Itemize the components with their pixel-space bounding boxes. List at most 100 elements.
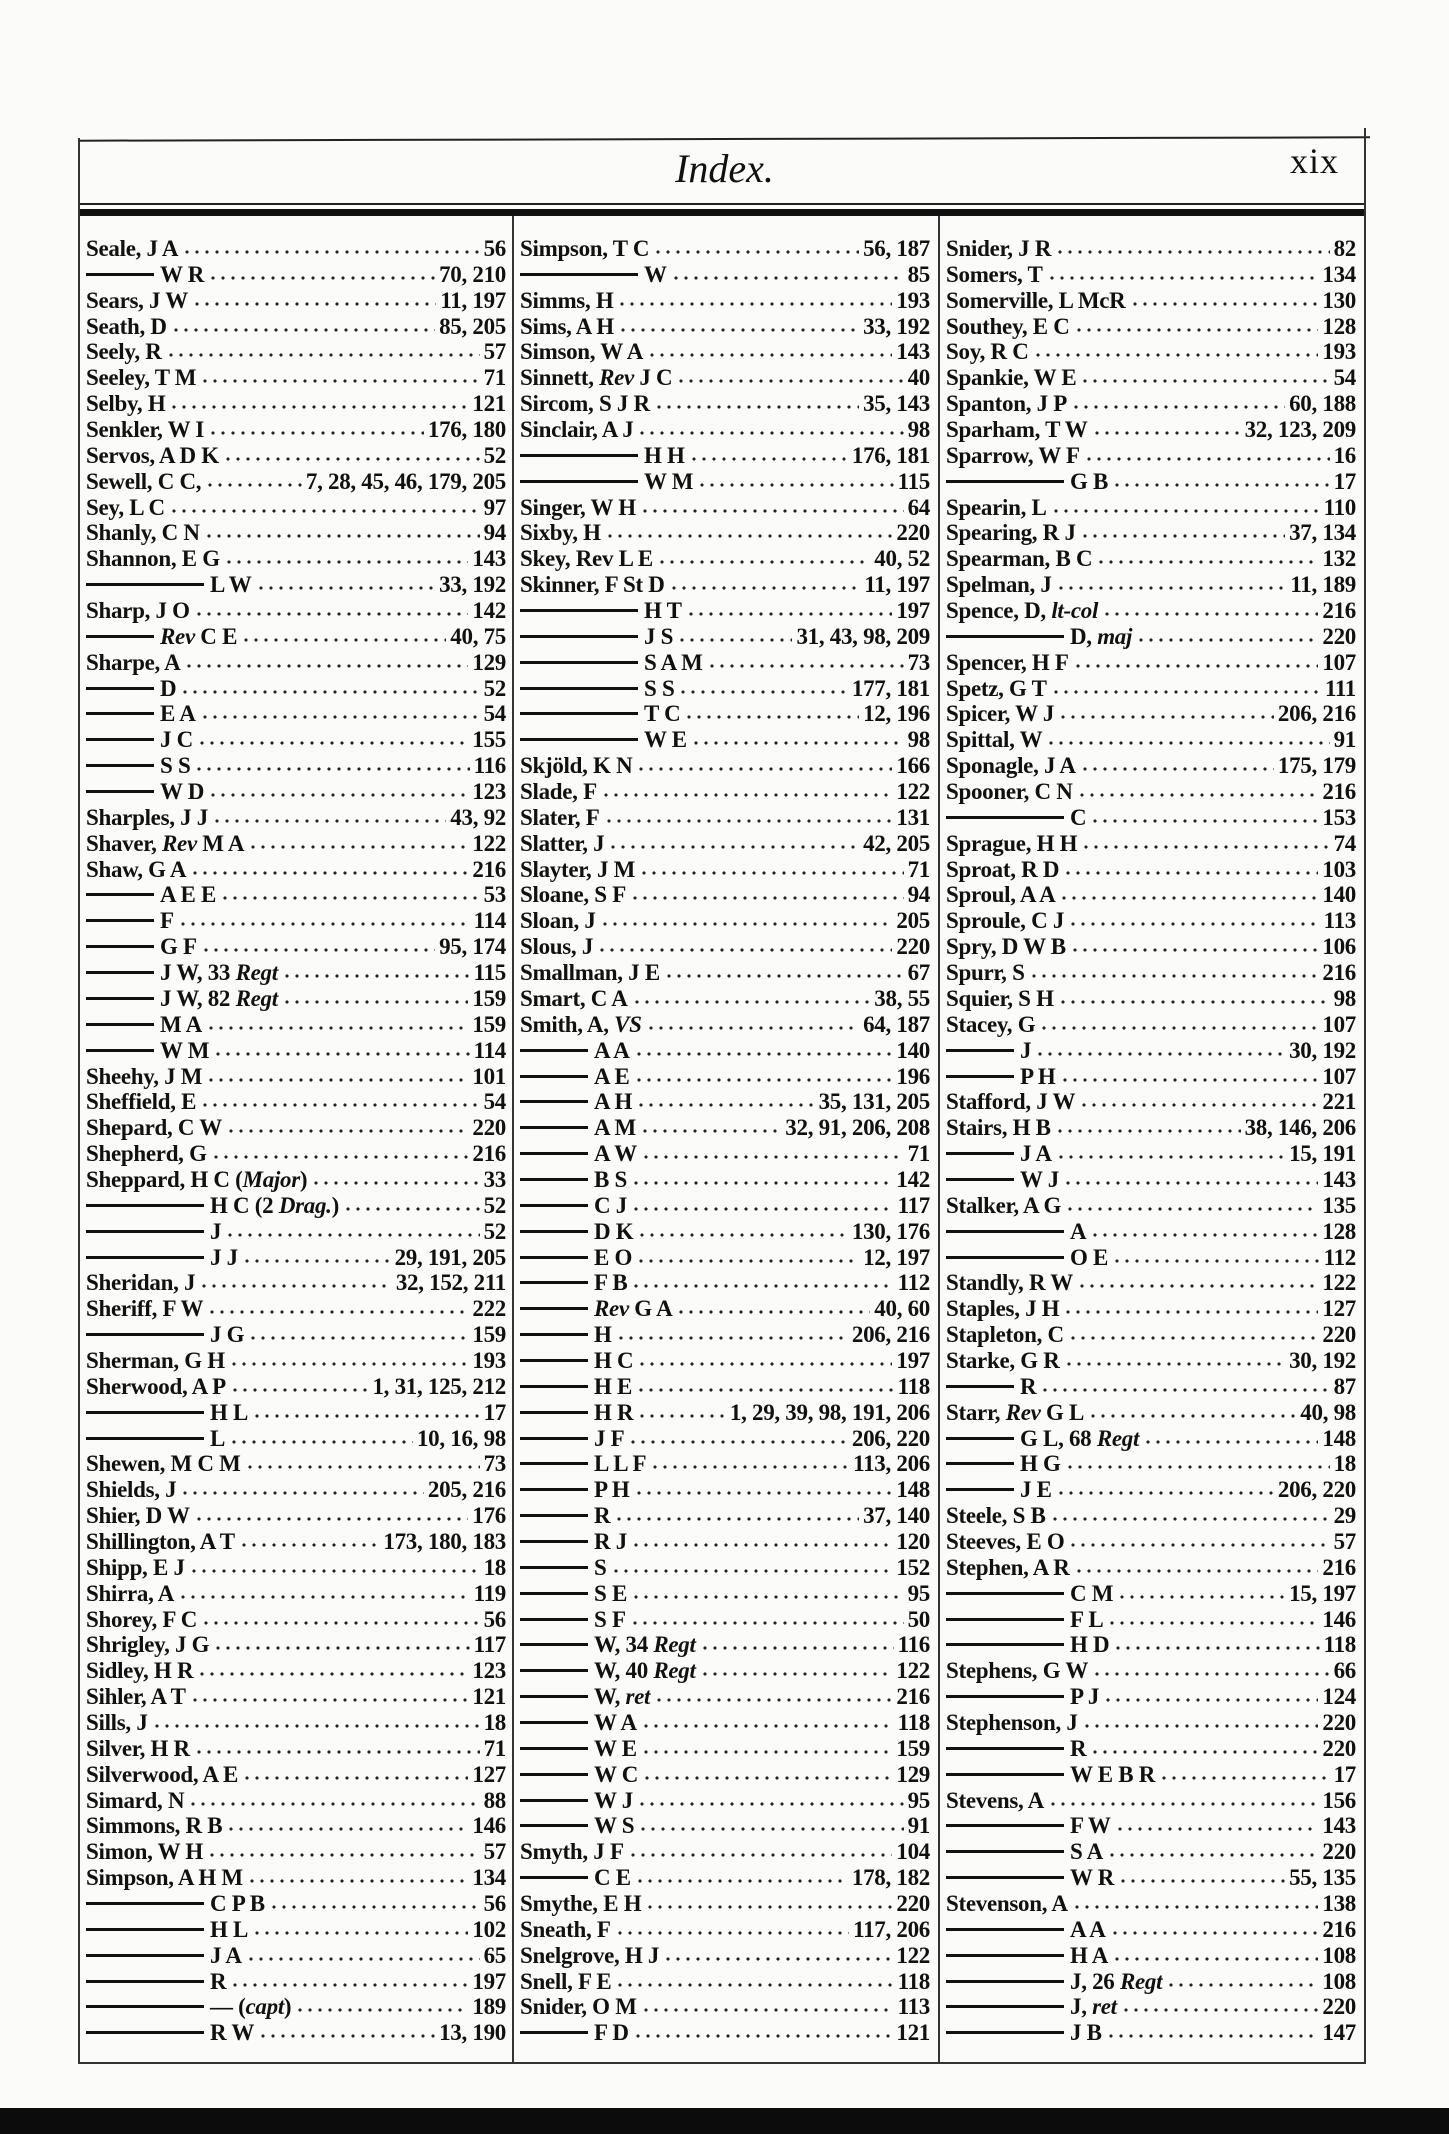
index-entry: H E 118: [520, 1374, 930, 1399]
repeat-name-dash: [520, 1591, 588, 1595]
index-entry: Shirra, A 119: [86, 1581, 506, 1606]
entry-name: W, 34 Regt: [594, 1632, 696, 1657]
entry-name: Sihler, A T: [86, 1684, 186, 1710]
index-entry: Sims, A H 33, 192: [520, 314, 930, 339]
index-entry: Slatter, J 42, 205: [520, 831, 930, 856]
entry-pages: 71: [907, 856, 931, 882]
index-entry: Seely, R 57: [86, 339, 506, 364]
entry-pages: 216: [896, 1684, 930, 1710]
dot-leader: [192, 299, 437, 308]
dot-leader: [1050, 506, 1320, 515]
dot-leader: [604, 532, 893, 541]
dot-leader: [1047, 1799, 1319, 1808]
index-entry: Sixby, H 220: [520, 520, 930, 545]
entry-name: Slade, F: [520, 779, 597, 805]
dot-leader: [1114, 1825, 1319, 1834]
index-entry: Snider, O M 113: [520, 1994, 930, 2019]
index-entry: J 52: [86, 1219, 506, 1244]
entry-pages: 88: [483, 1787, 507, 1813]
repeat-name-dash: [946, 1772, 1064, 1776]
entry-name: Spearman, B C: [946, 546, 1093, 572]
entry-name: Squier, S H: [946, 985, 1054, 1011]
dot-leader: [688, 454, 848, 463]
entry-name-part: D,: [1070, 623, 1098, 649]
entry-name: F B: [594, 1270, 628, 1296]
entry-name-part: Spence, D,: [946, 598, 1052, 624]
index-entry: W E B R 17: [946, 1762, 1356, 1787]
index-entry: Snell, F E 118: [520, 1969, 930, 1994]
dot-leader: [663, 972, 904, 981]
entry-pages: 220: [896, 1891, 930, 1916]
entry-pages: 114: [473, 1037, 507, 1063]
dot-leader: [241, 635, 447, 644]
index-entry: Steeves, E O 57: [946, 1529, 1356, 1554]
entry-name: Sherman, G H: [86, 1347, 225, 1373]
index-entry: Spry, D W B 106: [946, 934, 1356, 959]
dot-leader: [252, 1411, 480, 1420]
dot-leader: [615, 1980, 894, 1989]
dot-leader: [627, 1851, 893, 1860]
repeat-name-dash: [86, 1048, 154, 1052]
repeat-name-dash: [946, 1255, 1064, 1259]
entry-pages: 216: [1322, 779, 1356, 805]
repeat-name-dash: [520, 1488, 588, 1492]
repeat-name-dash: [520, 1746, 588, 1750]
index-entry: F D 121: [520, 2020, 930, 2045]
entry-pages: 118: [897, 1709, 931, 1735]
dot-leader: [1055, 1489, 1274, 1498]
repeat-name-dash: [520, 1876, 588, 1880]
dot-leader: [1091, 429, 1241, 438]
index-entry: H T 197: [520, 598, 930, 623]
dot-leader: [636, 765, 893, 774]
entry-name: J W, 33 Regt: [160, 960, 278, 985]
index-entry: H G 18: [946, 1451, 1356, 1476]
dot-leader: [208, 273, 436, 282]
index-entry: M A 159: [86, 1012, 506, 1037]
entry-name: Sims, A H: [520, 313, 614, 339]
entry-pages: 15, 197: [1289, 1580, 1356, 1606]
dot-leader: [193, 1747, 480, 1756]
entry-name: Spankie, W E: [946, 365, 1077, 391]
entry-name: Sharp, J O: [86, 598, 190, 624]
repeat-name-dash: [520, 1462, 588, 1466]
dot-leader: [189, 1696, 469, 1705]
dot-leader: [168, 506, 480, 515]
entry-name: D, maj: [1070, 624, 1132, 649]
entry-name: C M: [1070, 1580, 1114, 1606]
dot-leader: [1065, 1204, 1319, 1213]
repeat-name-dash: [520, 712, 638, 716]
entry-name: Stevens, A: [946, 1787, 1044, 1813]
entry-name: W S: [594, 1813, 635, 1839]
dot-leader: [205, 480, 302, 489]
dot-leader: [1077, 1282, 1319, 1291]
dot-leader: [617, 325, 860, 334]
entry-name: S F: [594, 1606, 626, 1632]
entry-name: Smart, C A: [520, 985, 628, 1011]
entry-pages: 53: [483, 882, 507, 908]
entry-name: Spicer, W J: [946, 701, 1055, 727]
entry-pages: 17: [1333, 1761, 1357, 1787]
entry-name: A M: [594, 1115, 636, 1141]
entry-pages: 148: [896, 1477, 930, 1503]
entry-name-italic: Regt: [1119, 1968, 1163, 1994]
index-entry: Skjöld, K N 166: [520, 753, 930, 778]
entry-pages: 176, 180: [427, 417, 506, 443]
entry-name: Snider, J R: [946, 236, 1052, 261]
repeat-name-dash: [520, 609, 638, 613]
entry-name: Sproul, A A: [946, 882, 1056, 908]
dot-leader: [1050, 687, 1321, 696]
entry-name: B S: [594, 1166, 627, 1192]
index-entry: Sheffield, E 54: [86, 1089, 506, 1114]
entry-name: J G: [210, 1322, 245, 1348]
index-entry: Sheppard, H C (Major) 33: [86, 1167, 506, 1192]
dot-leader: [645, 1903, 893, 1911]
repeat-name-dash: [86, 686, 154, 690]
entry-name: Rev C E: [160, 624, 237, 649]
index-entry: R W 13, 190: [86, 2020, 506, 2045]
dot-leader: [244, 1463, 480, 1472]
repeat-name-dash: [520, 1100, 588, 1104]
index-entry: F L 146: [946, 1607, 1356, 1632]
entry-pages: 216: [1322, 1554, 1356, 1580]
index-entry: S A 220: [946, 1839, 1356, 1864]
dot-leader: [633, 1049, 893, 1058]
